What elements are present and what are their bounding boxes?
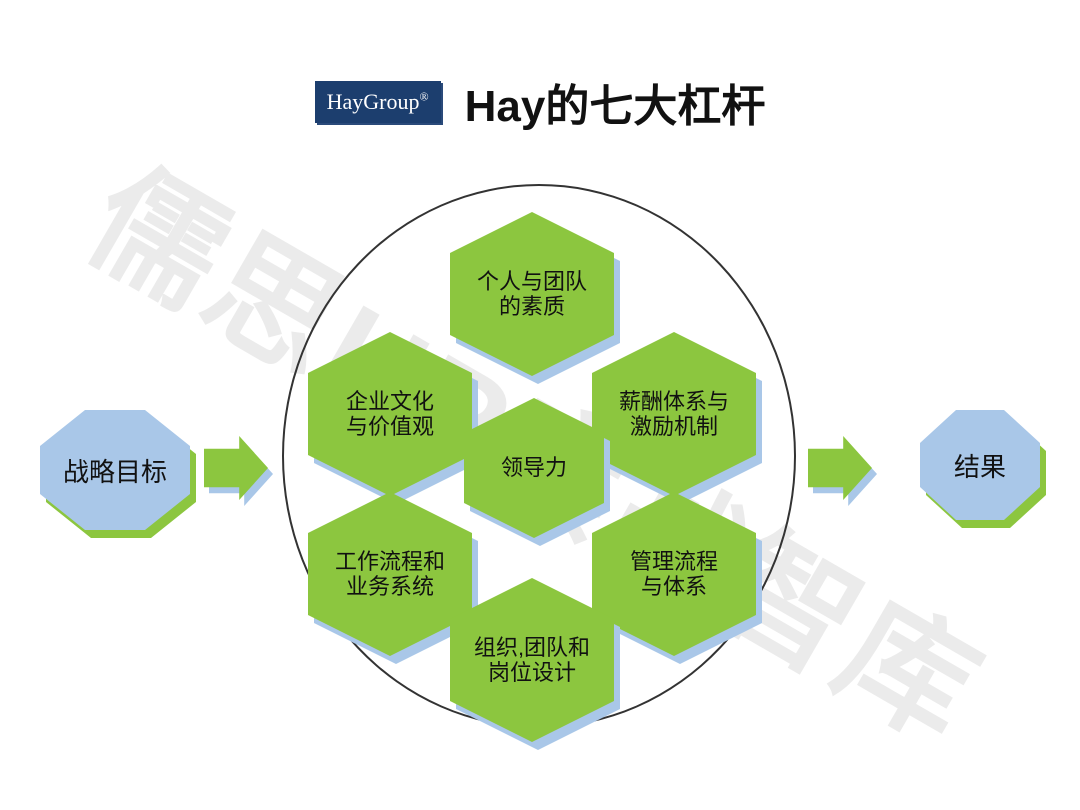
hexagon-label: 组织,团队和 岗位设计 — [474, 635, 590, 686]
hexagon-lower-left: 工作流程和 业务系统 — [308, 492, 472, 656]
octagon-label: 战略目标 — [63, 452, 167, 489]
hexagon-center: 领导力 — [464, 398, 604, 538]
hexagon-label: 个人与团队 的素质 — [477, 269, 587, 320]
logo-registered-icon: ® — [420, 90, 429, 104]
logo-text: HayGroup — [327, 89, 420, 114]
octagon-strategy: 战略目标 — [40, 410, 190, 530]
arrow-right-icon — [808, 436, 872, 500]
hexagon-label: 领导力 — [501, 455, 567, 480]
hexagon-upper-left: 企业文化 与价值观 — [308, 332, 472, 496]
hexagon-upper-right: 薪酬体系与 激励机制 — [592, 332, 756, 496]
octagon-face: 战略目标 — [40, 410, 190, 530]
hexagon-label: 工作流程和 业务系统 — [335, 549, 445, 600]
hexagon-bottom: 组织,团队和 岗位设计 — [450, 578, 614, 742]
hexagon-top: 个人与团队 的素质 — [450, 212, 614, 376]
diagram-stage: 儒思HR实战智库 HayGroup® Hay的七大杠杆 战略目标 结果 个人与团… — [0, 0, 1080, 810]
octagon-result: 结果 — [920, 410, 1040, 520]
page-title: Hay的七大杠杆 — [465, 70, 766, 134]
header: HayGroup® Hay的七大杠杆 — [0, 70, 1080, 134]
hexagon-label: 企业文化 与价值观 — [346, 389, 434, 440]
octagon-face: 结果 — [920, 410, 1040, 520]
arrow-right-icon — [204, 436, 268, 500]
hexagon-label: 管理流程 与体系 — [630, 549, 718, 600]
octagon-label: 结果 — [954, 447, 1006, 484]
hexagon-label: 薪酬体系与 激励机制 — [619, 389, 729, 440]
haygroup-logo: HayGroup® — [315, 81, 441, 123]
